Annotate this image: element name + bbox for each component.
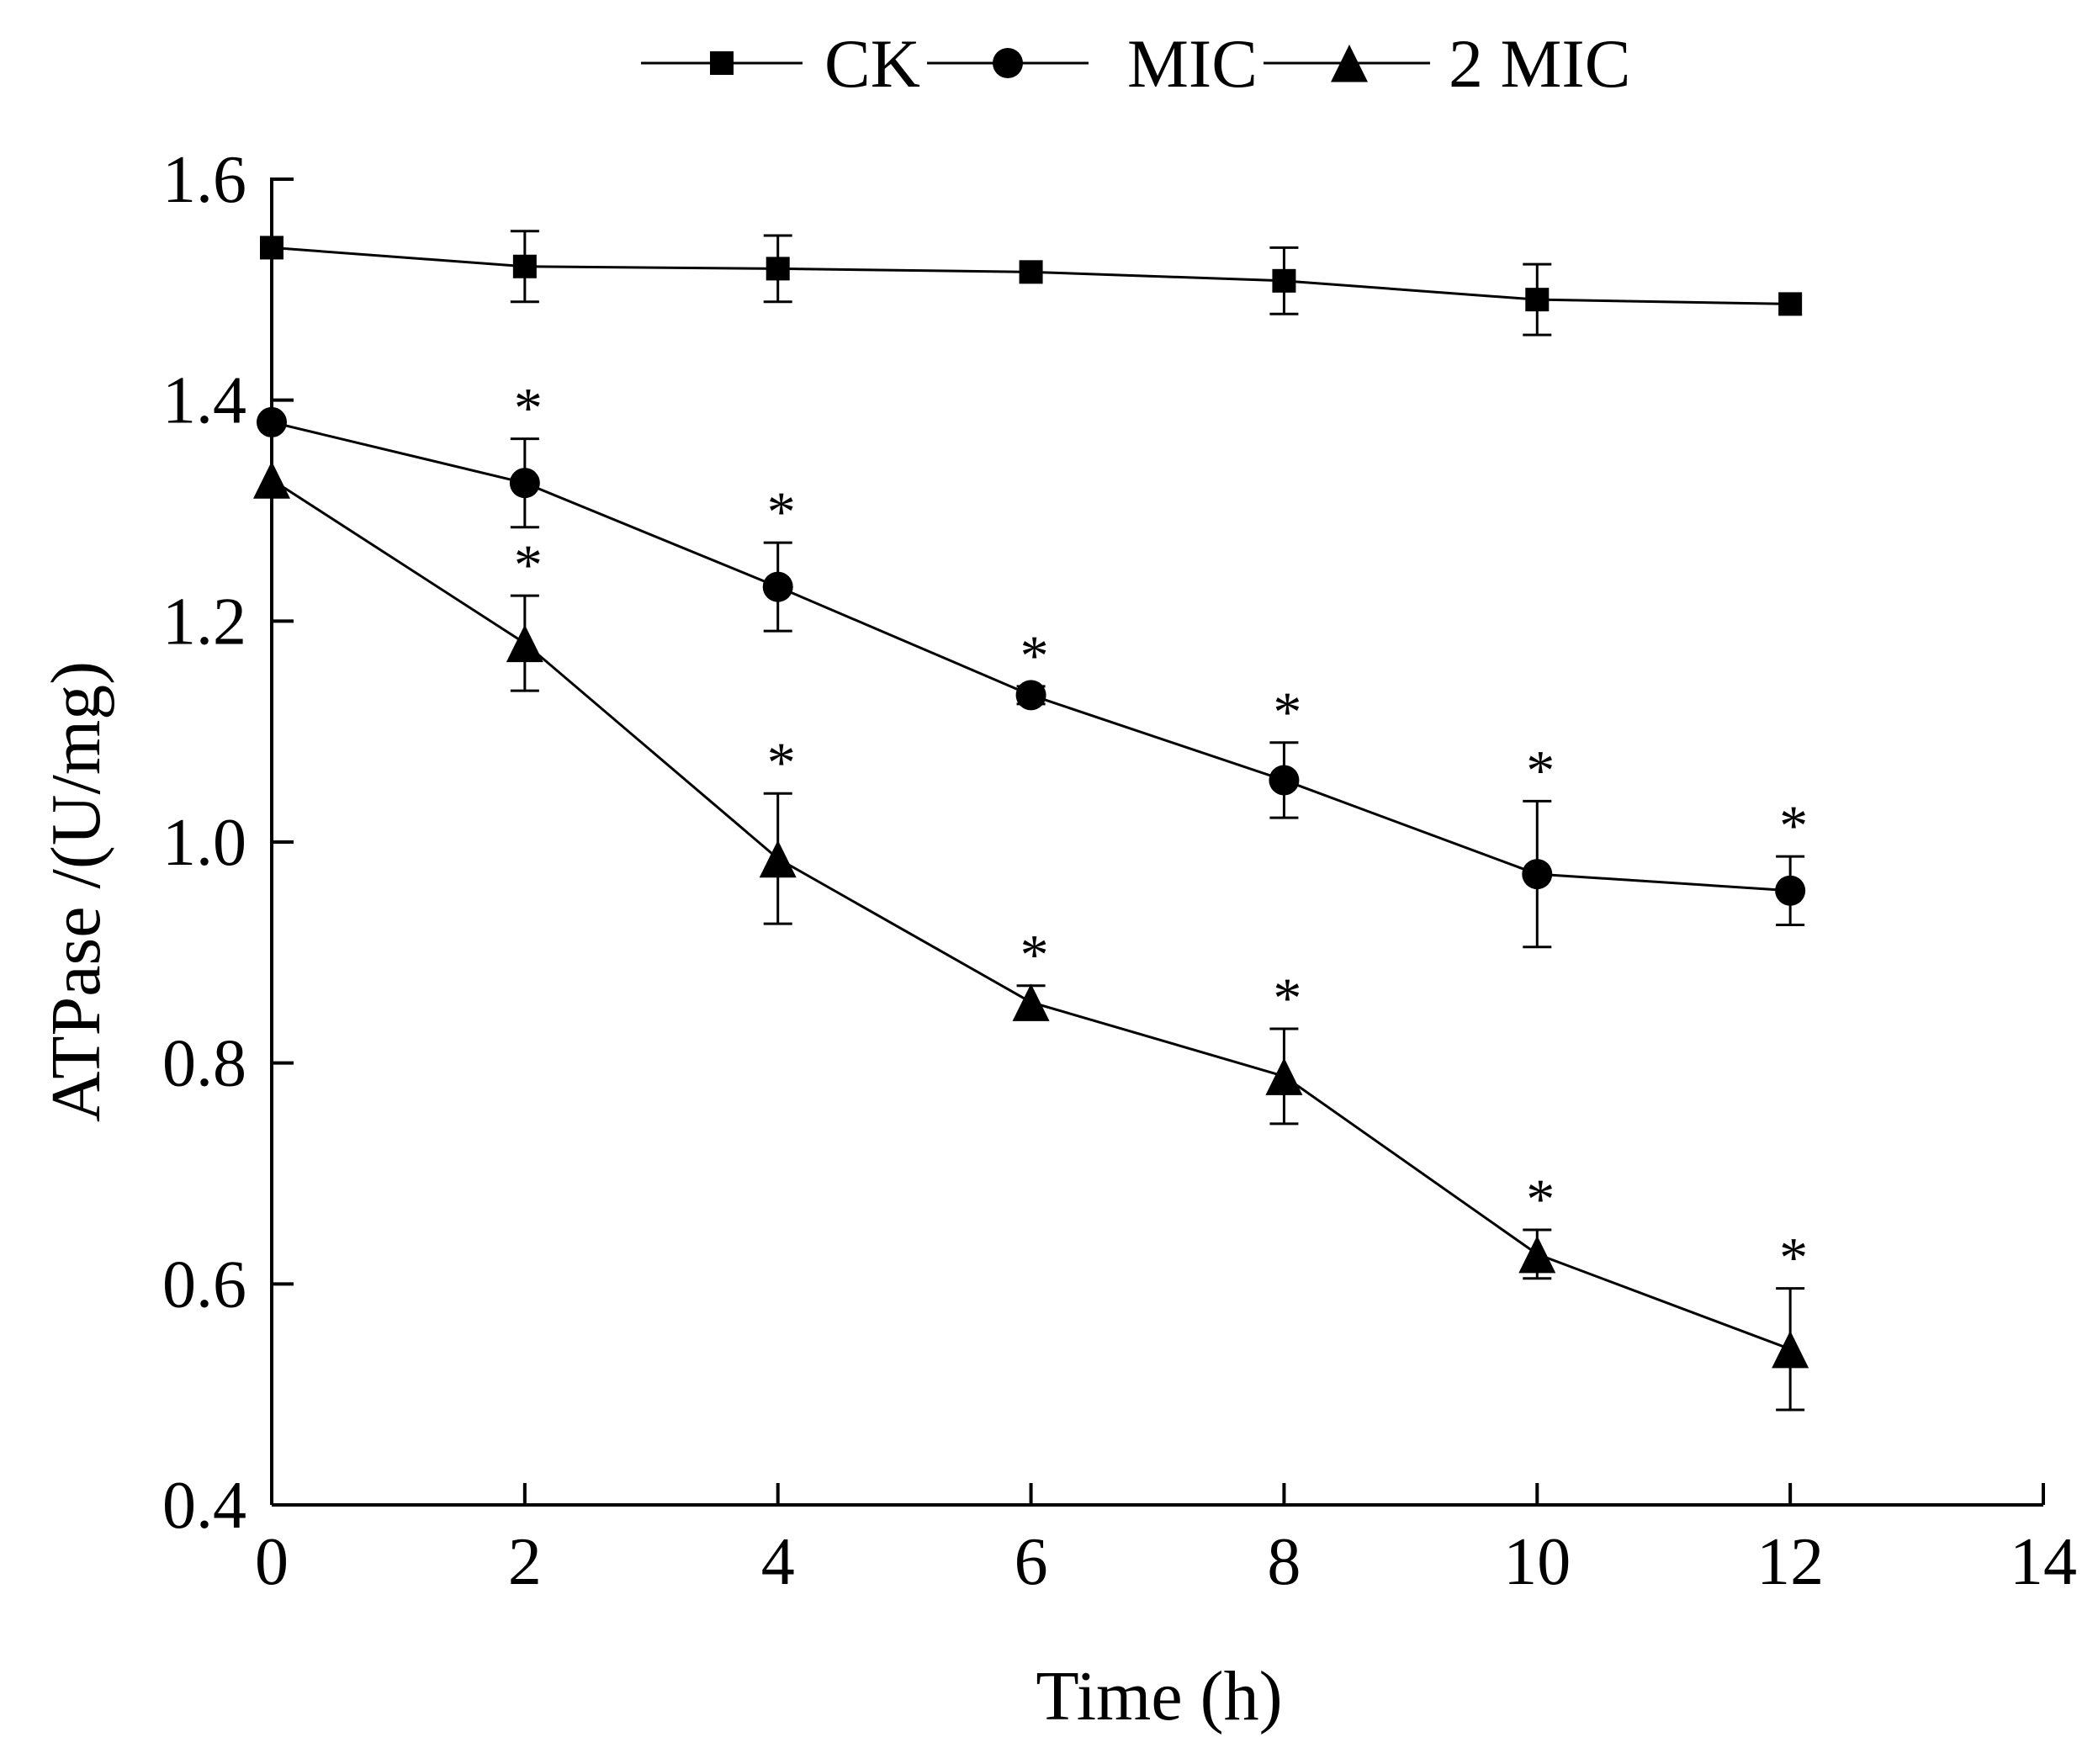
legend-marker-square	[710, 51, 734, 75]
data-point	[509, 468, 540, 499]
significance-asterisk: *	[1779, 793, 1808, 857]
series-2-mic: * * * * * *	[253, 461, 1809, 1412]
legend-marker-circle	[993, 48, 1023, 78]
x-tick-label: 0	[255, 1525, 289, 1599]
x-tick-label: 14	[2010, 1525, 2077, 1599]
x-tick-label: 4	[761, 1525, 795, 1599]
data-point	[506, 624, 543, 663]
legend-item-2-mic: 2 MIC	[1264, 25, 1630, 102]
plot-area: * * * * * * * * * * * *	[253, 230, 1809, 1412]
data-point	[1015, 680, 1046, 711]
data-point	[1518, 1235, 1556, 1274]
data-point	[512, 254, 537, 278]
legend-label: 2 MIC	[1449, 25, 1630, 102]
x-tick-label: 10	[1503, 1525, 1571, 1599]
significance-asterisk: *	[514, 376, 543, 440]
data-point	[1775, 875, 1806, 906]
legend-label: CK	[824, 25, 920, 102]
significance-asterisk: *	[1526, 1167, 1555, 1231]
y-tick-label: 1.0	[162, 806, 246, 880]
y-tick-label: 0.6	[162, 1248, 246, 1322]
significance-asterisk: *	[514, 532, 543, 596]
y-axis-label: ATPase /(U/mg)	[37, 661, 115, 1122]
data-point	[1265, 1057, 1303, 1095]
legend-item-ck: CK	[641, 25, 920, 102]
data-point	[1269, 765, 1300, 796]
data-point	[253, 461, 290, 499]
x-tick-label: 8	[1267, 1525, 1301, 1599]
significance-asterisk: *	[1020, 923, 1049, 987]
x-axis-label: Time (h)	[1036, 1657, 1282, 1735]
series-mic: * * * * * *	[257, 376, 1808, 949]
y-tick-label: 1.6	[162, 143, 246, 217]
y-tick-label: 1.2	[162, 585, 246, 659]
series-line	[271, 478, 1791, 1351]
significance-asterisk: *	[1526, 738, 1555, 802]
x-tick-label: 2	[508, 1525, 542, 1599]
significance-asterisk: *	[767, 479, 796, 543]
data-point	[766, 257, 790, 281]
legend-marker-triangle	[1331, 45, 1368, 82]
significance-asterisk: *	[1779, 1226, 1808, 1290]
data-point	[260, 236, 283, 260]
data-point	[762, 571, 793, 602]
y-tick-label: 0.8	[162, 1027, 246, 1101]
x-tick-label: 12	[1756, 1525, 1824, 1599]
legend: CK MIC 2 MIC	[641, 25, 1630, 102]
data-point	[257, 406, 287, 437]
data-point	[1522, 859, 1553, 890]
data-point	[1772, 1330, 1809, 1369]
series-ck	[260, 230, 1803, 336]
significance-asterisk: *	[1020, 623, 1049, 687]
data-point	[1778, 292, 1803, 316]
x-tick-label: 6	[1015, 1525, 1048, 1599]
data-point	[759, 840, 797, 878]
axes: 0 2 4 6 8 10 12 14 0.4 0.6 0.8 1.0 1.2 1.4 1.6	[162, 143, 2077, 1599]
data-point	[1272, 268, 1296, 293]
legend-label: MIC	[1127, 25, 1258, 102]
data-point	[1019, 260, 1043, 284]
significance-asterisk: *	[767, 730, 796, 794]
y-tick-label: 1.4	[162, 364, 246, 438]
y-tick-label: 0.4	[162, 1469, 246, 1543]
significance-asterisk: *	[1273, 966, 1301, 1030]
legend-item-mic: MIC	[927, 25, 1258, 102]
significance-asterisk: *	[1273, 680, 1301, 744]
data-point	[1525, 288, 1550, 312]
data-point	[1012, 983, 1050, 1021]
